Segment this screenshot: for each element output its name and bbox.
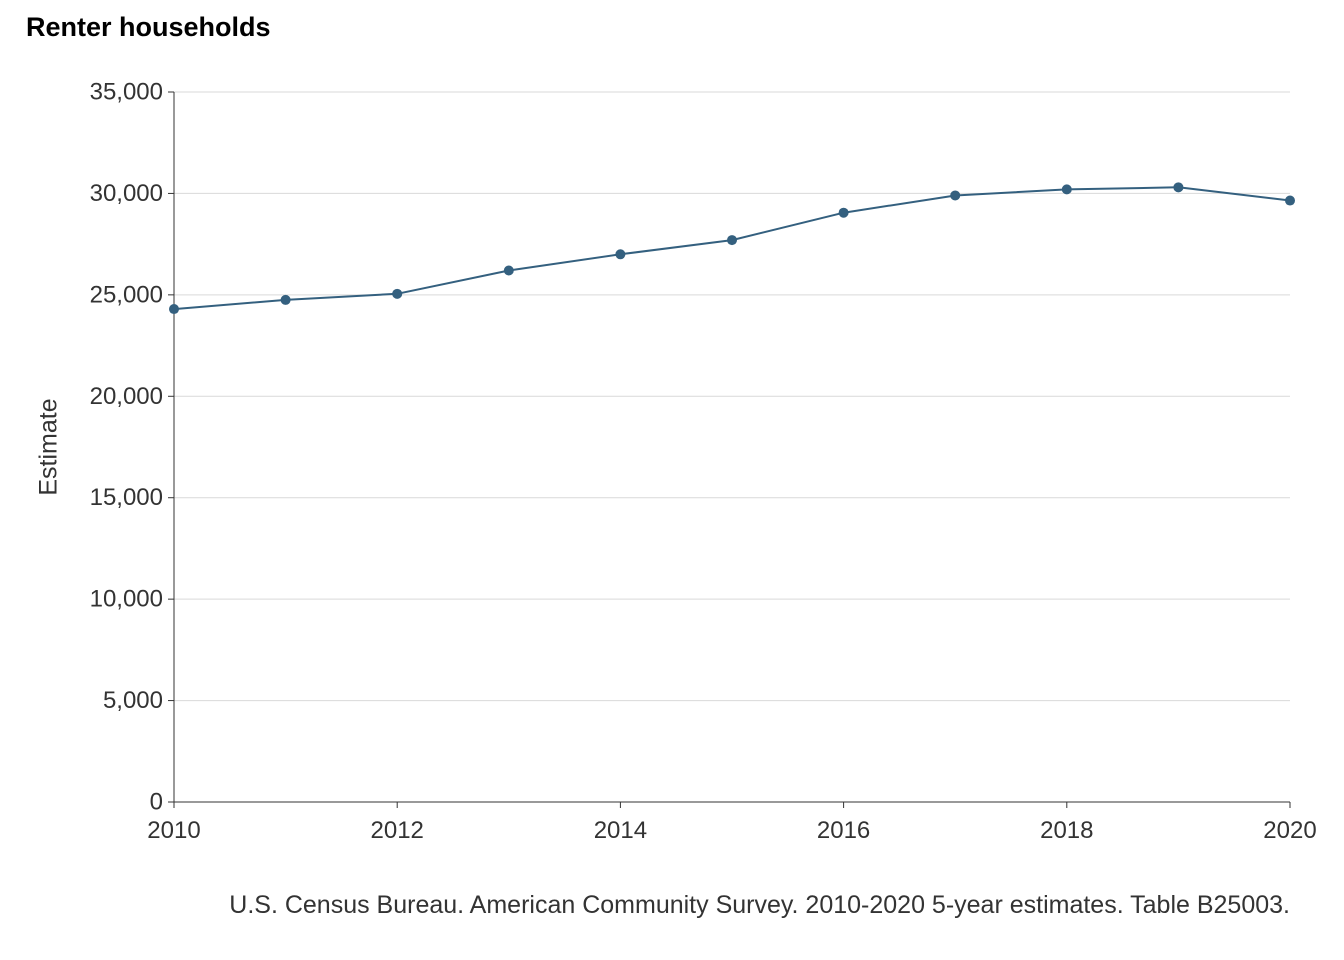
x-tick-label: 2018 [1040,817,1093,844]
chart-title: Renter households [26,12,271,42]
x-tick-label: 2012 [371,817,424,844]
chart-caption: U.S. Census Bureau. American Community S… [229,891,1290,919]
data-point [280,294,291,305]
data-point [1285,195,1295,206]
x-tick-label: 2010 [147,817,200,844]
series-line [173,186,1291,311]
data-point [727,235,737,246]
data-point [950,190,961,201]
y-tick-label: 35,000 [90,79,163,106]
series-layer [169,182,1295,315]
y-tick-label: 10,000 [90,586,163,613]
y-tick-label: 30,000 [90,180,163,207]
data-point [503,265,514,276]
y-tick-label: 25,000 [90,281,163,308]
axes [173,92,1290,803]
x-tick-label: 2020 [1263,817,1316,844]
x-tick-label: 2014 [594,817,647,844]
data-point [615,249,626,260]
y-axis-ticks: 0 5,000 10,000 15,000 20,000 25,000 30,000 35,0… [90,79,174,816]
data-point [1061,184,1072,195]
data-point [838,207,849,218]
data-point [1173,182,1184,193]
x-tick-label: 2016 [817,817,870,844]
y-tick-label: 5,000 [103,687,163,714]
x-axis-ticks: 2010 2012 2014 2016 2018 2020 [147,802,1317,844]
y-axis-title: Estimate [35,398,63,495]
y-tick-label: 15,000 [90,484,163,511]
data-point [392,288,403,299]
data-point [169,304,179,315]
y-tick-label: 20,000 [90,383,163,410]
gridlines [174,91,1290,702]
y-tick-label: 0 [150,789,163,816]
